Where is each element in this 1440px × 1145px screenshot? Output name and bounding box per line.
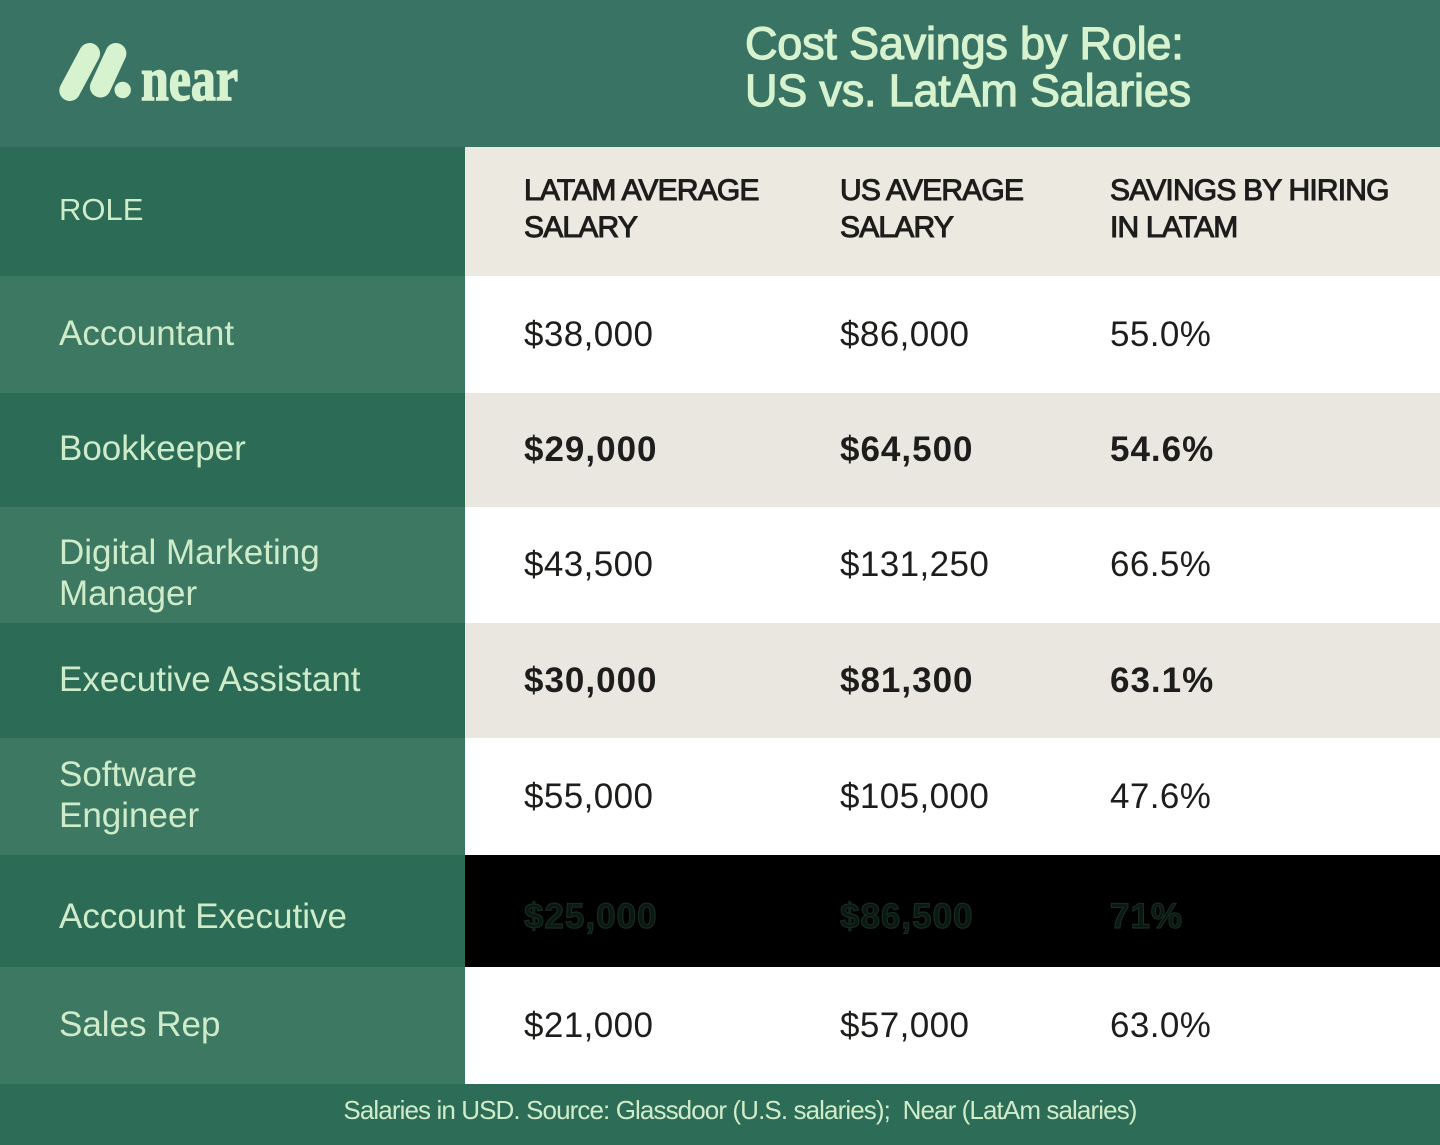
svg-text:near: near	[141, 46, 238, 114]
